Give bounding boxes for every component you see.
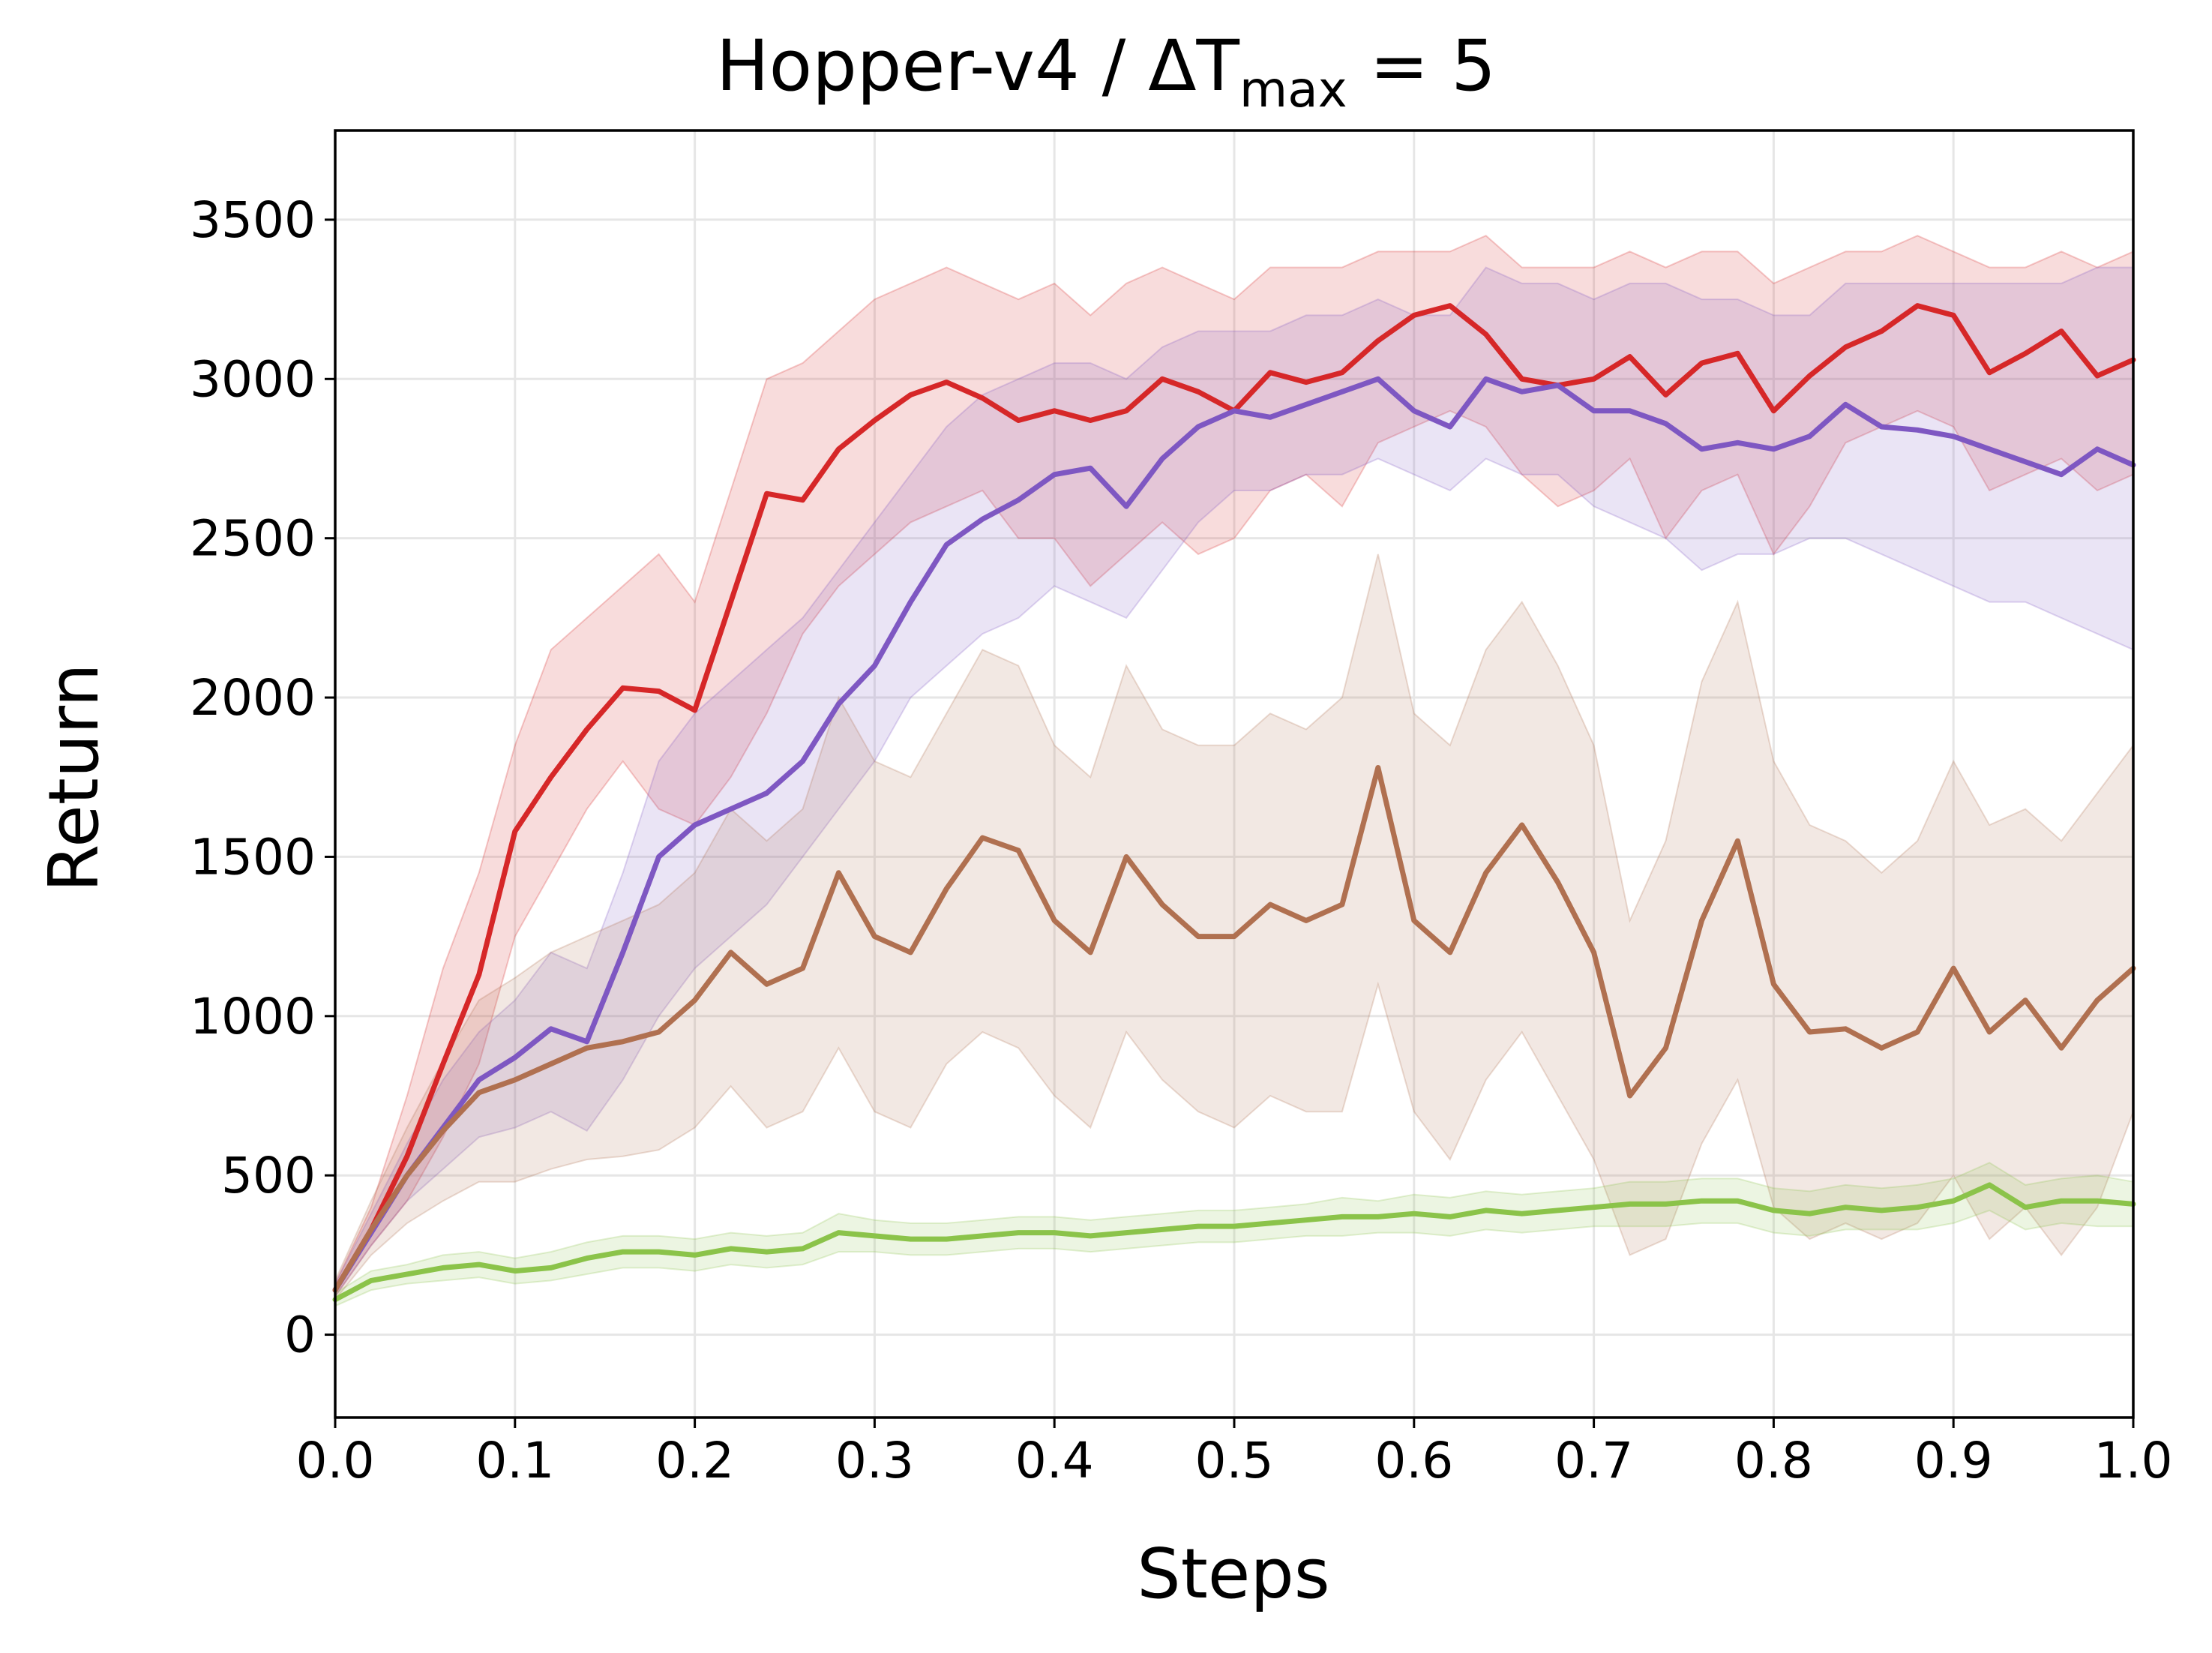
x-tick-label: 0.6 [1374,1432,1453,1490]
x-tick-label: 0.9 [1914,1432,1993,1490]
x-tick-label: 0.3 [835,1432,914,1490]
title-tail: = 5 [1347,26,1496,107]
x-tick-label: 0.4 [1015,1432,1094,1490]
y-tick-label: 3000 [190,350,316,408]
y-tick-label: 500 [221,1147,316,1204]
title-main: Hopper-v4 / ΔT [716,26,1240,107]
y-tick-label: 0 [284,1306,316,1364]
series-3-line [332,765,2136,1293]
x-tick-label: 0.7 [1554,1432,1633,1490]
series-4-line [332,1182,2136,1303]
y-tick-label: 2500 [190,510,316,568]
x-tick-label: 0.2 [655,1432,734,1490]
y-tick-label: 3500 [190,191,316,249]
y-tick-label: 1500 [190,828,316,886]
x-tick-label: 1.0 [2094,1432,2173,1490]
series-lines [332,303,2136,1303]
chart-title: Hopper-v4 / ΔTmax = 5 [716,26,1496,118]
x-tick-label: 0.0 [296,1432,375,1490]
axis-ticks: 0.0 0.1 0.2 0.3 0.4 0.5 0.6 0.7 0.8 0.9 1.0 0 500 100… [190,191,2172,1490]
y-tick-label: 1000 [190,988,316,1046]
x-tick-label: 0.1 [475,1432,554,1490]
y-axis-label: Return [34,663,114,892]
title-subscript: max [1239,61,1347,118]
confidence-bands [334,235,2134,1307]
x-tick-label: 0.8 [1734,1432,1813,1490]
series-2-line [332,376,2136,1293]
y-tick-label: 2000 [190,669,316,727]
x-axis-label: Steps [1137,1534,1329,1614]
x-tick-label: 0.5 [1195,1432,1274,1490]
